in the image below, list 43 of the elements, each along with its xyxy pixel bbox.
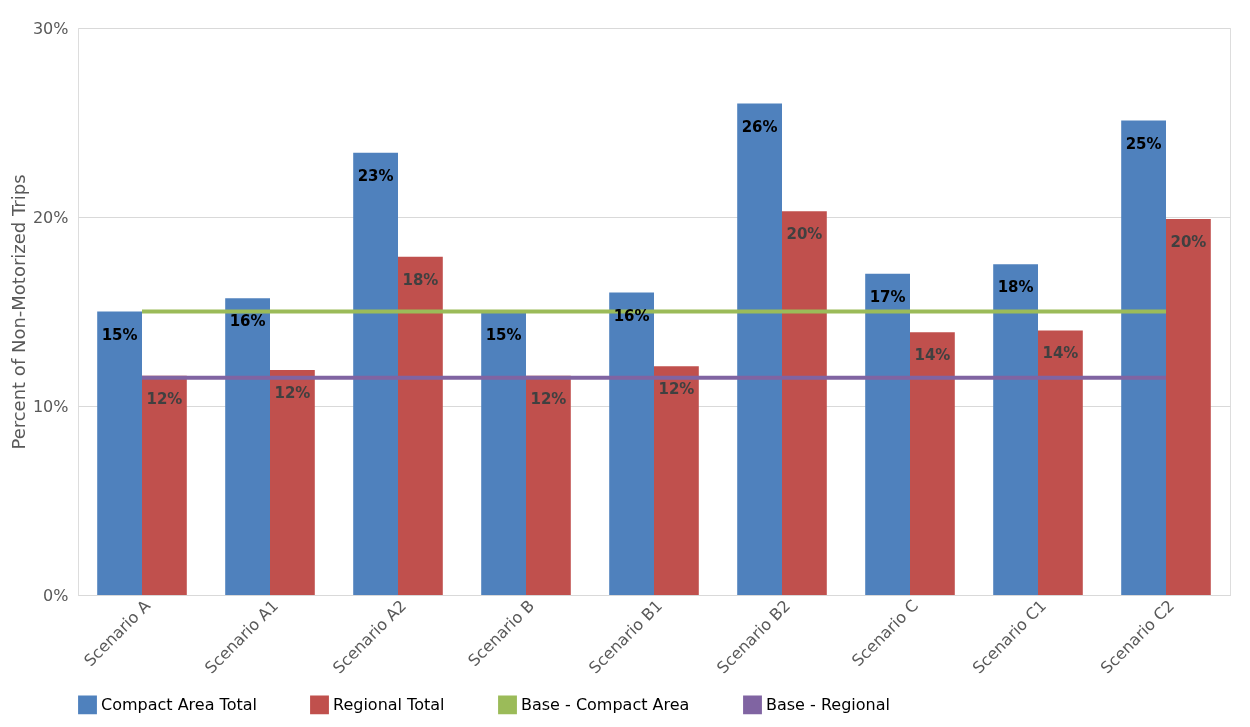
bar bbox=[398, 256, 443, 595]
bar bbox=[270, 370, 315, 595]
data-label: 18% bbox=[997, 278, 1034, 297]
data-label: 26% bbox=[741, 117, 778, 136]
y-tick-label: 0% bbox=[43, 585, 69, 605]
bar bbox=[481, 311, 526, 595]
data-label: 20% bbox=[1170, 232, 1207, 251]
bar bbox=[654, 366, 699, 595]
y-tick-label: 30% bbox=[32, 18, 69, 38]
y-tick-label: 20% bbox=[32, 207, 69, 227]
data-label: 12% bbox=[274, 384, 311, 403]
data-label: 12% bbox=[658, 380, 695, 399]
y-tick-label: 10% bbox=[32, 396, 69, 416]
bar bbox=[910, 332, 955, 595]
data-label: 23% bbox=[357, 166, 394, 185]
data-label: 16% bbox=[229, 312, 266, 331]
bar bbox=[1121, 120, 1166, 595]
data-label: 18% bbox=[402, 270, 439, 289]
data-label: 17% bbox=[869, 287, 906, 306]
legend-label: Compact Area Total bbox=[101, 694, 257, 714]
bar bbox=[865, 273, 910, 595]
data-label: 12% bbox=[530, 389, 567, 408]
bar bbox=[1038, 330, 1083, 595]
data-label: 16% bbox=[613, 306, 650, 325]
bar bbox=[737, 103, 782, 595]
data-label: 25% bbox=[1125, 134, 1162, 153]
bar bbox=[782, 211, 827, 595]
data-label: 20% bbox=[786, 225, 823, 244]
bar bbox=[993, 264, 1038, 595]
y-axis-title: Percent of Non-Motorized Trips bbox=[7, 174, 29, 450]
bar bbox=[1166, 218, 1211, 595]
data-label: 15% bbox=[101, 325, 138, 344]
legend-label: Regional Total bbox=[333, 694, 445, 714]
bar bbox=[353, 152, 398, 595]
legend-label: Base - Compact Area bbox=[521, 694, 690, 714]
bar bbox=[97, 311, 142, 595]
data-label: 14% bbox=[914, 346, 951, 365]
data-label: 12% bbox=[146, 389, 183, 408]
bar bbox=[609, 292, 654, 595]
legend-label: Base - Regional bbox=[766, 694, 890, 714]
data-label: 14% bbox=[1042, 344, 1079, 363]
data-label: 15% bbox=[485, 325, 522, 344]
bar bbox=[225, 298, 270, 595]
